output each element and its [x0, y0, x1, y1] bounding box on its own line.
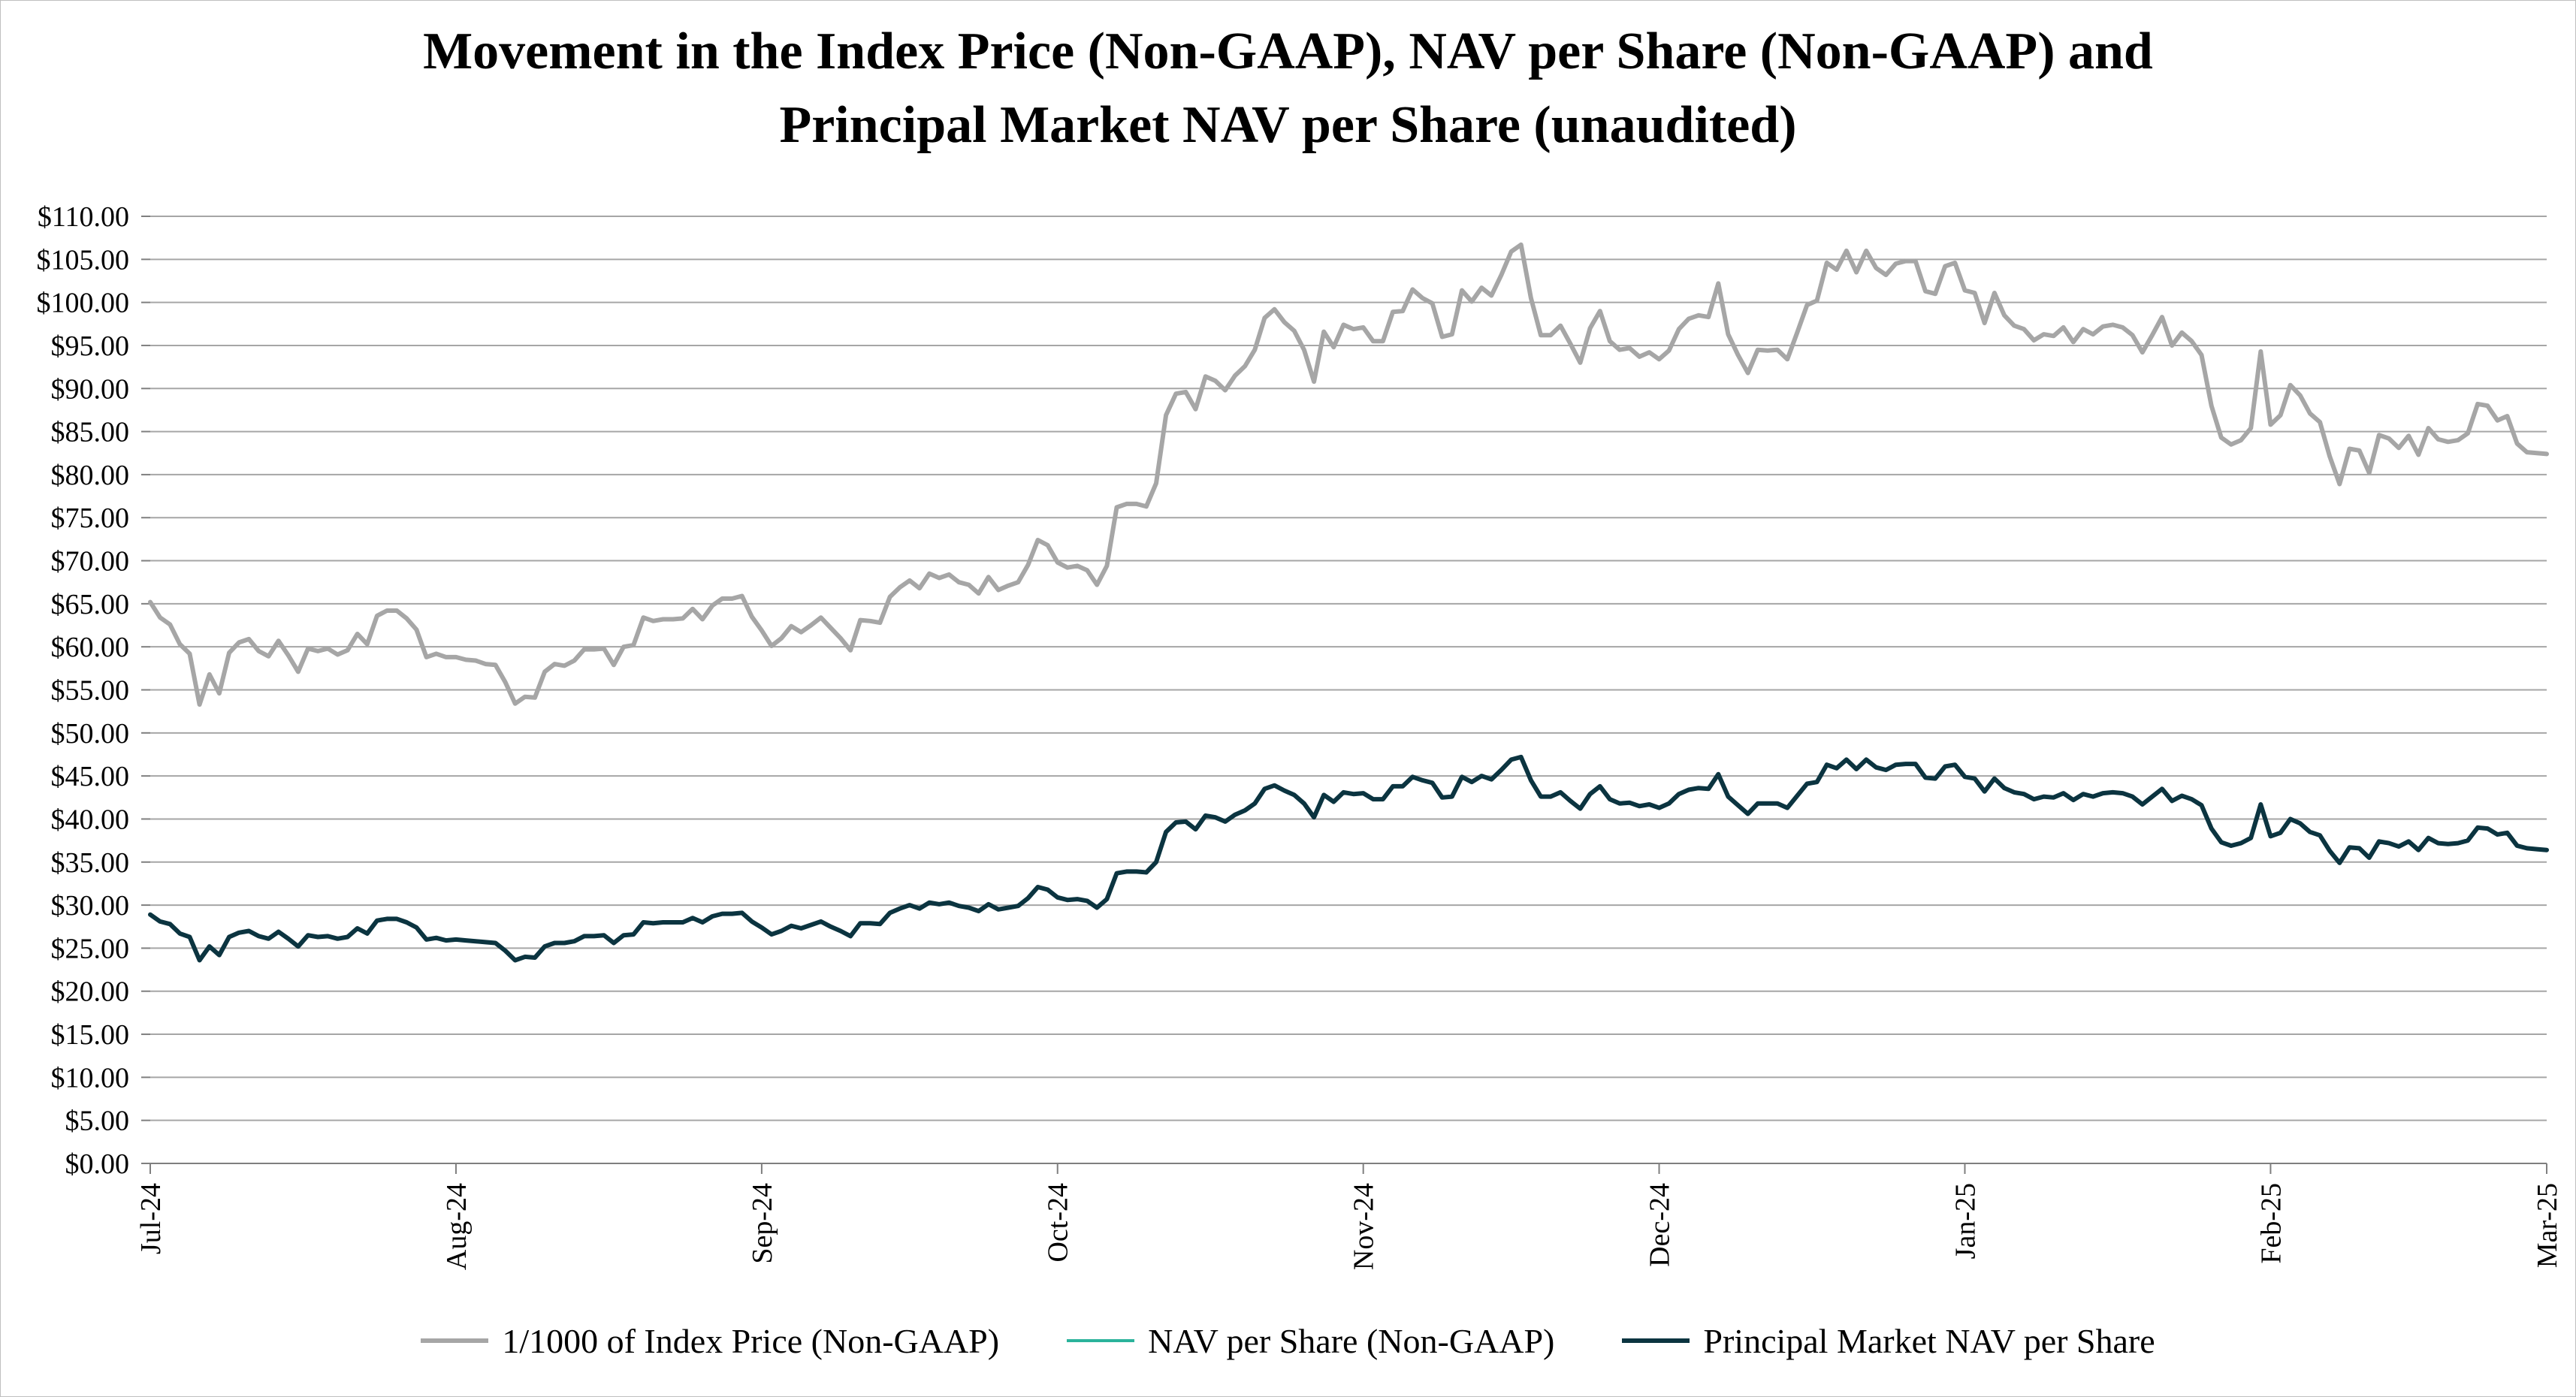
legend-swatch-principal-market-nav [1622, 1338, 1690, 1343]
y-tick-label: $90.00 [51, 373, 130, 405]
x-tick-label: Sep-24 [747, 1183, 778, 1264]
x-tick-label: Nov-24 [1348, 1183, 1380, 1270]
legend-item-index-price: 1/1000 of Index Price (Non-GAAP) [421, 1321, 999, 1361]
y-axis-ticks: $0.00 $5.00 $10.00 $15.00 $20.00 $25.00 $30.00… [37, 201, 150, 1180]
y-tick-label: $10.00 [51, 1062, 130, 1094]
y-tick-label: $75.00 [51, 502, 130, 534]
x-tick-label: Dec-24 [1644, 1183, 1676, 1267]
y-tick-label: $80.00 [51, 460, 130, 491]
y-tick-label: $45.00 [51, 761, 130, 792]
legend-item-nav-per-share: NAV per Share (Non-GAAP) [1067, 1321, 1554, 1361]
legend-label-principal-market-nav: Principal Market NAV per Share [1703, 1321, 2155, 1360]
series-lines [148, 242, 2549, 963]
legend-label-nav-per-share: NAV per Share (Non-GAAP) [1148, 1321, 1555, 1360]
x-tick-label: Feb-25 [2255, 1183, 2287, 1264]
y-tick-label: $5.00 [65, 1106, 130, 1137]
y-tick-label: $25.00 [51, 933, 130, 964]
y-tick-label: $0.00 [65, 1148, 130, 1180]
y-tick-label: $30.00 [51, 890, 130, 922]
x-tick-label: Aug-24 [441, 1183, 473, 1270]
y-tick-label: $85.00 [51, 417, 130, 448]
series-line-0 [148, 242, 2549, 707]
y-tick-label: $20.00 [51, 976, 130, 1008]
legend-swatch-nav-per-share [1067, 1339, 1135, 1342]
legend-label-index-price: 1/1000 of Index Price (Non-GAAP) [502, 1321, 1000, 1360]
y-tick-label: $95.00 [51, 330, 130, 362]
y-tick-label: $100.00 [37, 288, 130, 319]
x-tick-label: Oct-24 [1043, 1183, 1074, 1263]
x-axis-ticks: Jul-24 Aug-24 Sep-24 Oct-24 Nov-24 Dec-24 Jan-… [135, 1163, 2563, 1270]
legend-swatch-index-price [421, 1338, 489, 1343]
y-tick-label: $15.00 [51, 1019, 130, 1051]
chart-title-line-2: Principal Market NAV per Share (unaudite… [779, 96, 1797, 154]
y-tick-label: $105.00 [37, 244, 130, 276]
grid-lines [150, 216, 2547, 1164]
y-tick-label: $60.00 [51, 632, 130, 663]
chart-title: Movement in the Index Price (Non-GAAP), … [0, 15, 2576, 162]
y-tick-label: $40.00 [51, 804, 130, 835]
chart-title-line-1: Movement in the Index Price (Non-GAAP), … [423, 23, 2153, 80]
legend-item-principal-market-nav: Principal Market NAV per Share [1622, 1321, 2155, 1361]
y-tick-label: $55.00 [51, 675, 130, 707]
chart-legend: 1/1000 of Index Price (Non-GAAP) NAV per… [0, 1311, 2576, 1371]
series-line-2 [148, 754, 2549, 963]
y-tick-label: $50.00 [51, 718, 130, 750]
x-tick-label: Mar-25 [2532, 1183, 2563, 1268]
x-tick-label: Jan-25 [1949, 1183, 1981, 1259]
x-tick-label: Jul-24 [135, 1183, 167, 1254]
y-tick-label: $35.00 [51, 847, 130, 879]
y-tick-label: $65.00 [51, 589, 130, 620]
y-tick-label: $70.00 [51, 546, 130, 578]
y-tick-label: $110.00 [38, 201, 129, 233]
